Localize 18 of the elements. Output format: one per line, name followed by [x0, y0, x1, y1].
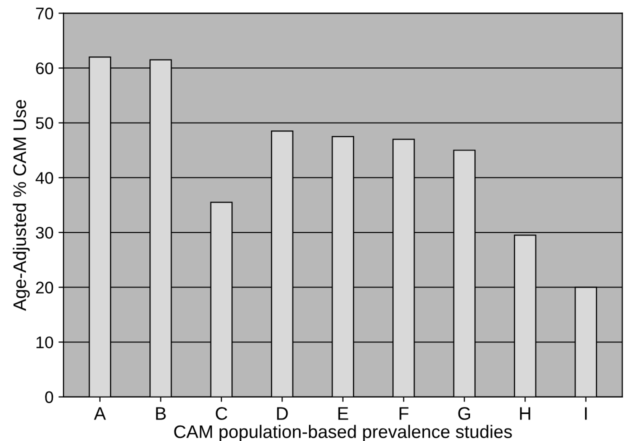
x-tick-label: B — [156, 407, 166, 420]
x-tick-label: C — [216, 407, 228, 420]
y-tick-label: 50 — [36, 117, 54, 130]
x-tick-label: A — [94, 407, 106, 420]
x-tick-label: I — [585, 407, 587, 420]
x-tick-label: G — [458, 407, 470, 420]
y-tick-label: 70 — [36, 8, 54, 20]
y-tick-label: 0 — [45, 391, 54, 404]
y-tick-label: 10 — [36, 336, 54, 348]
y-tick-label: 30 — [36, 226, 54, 239]
x-tick-label: F — [400, 407, 408, 420]
y-tick-label: 40 — [36, 172, 54, 184]
x-tick-label: E — [338, 407, 348, 420]
x-tick-label: D — [277, 407, 288, 420]
x-tick-label: H — [520, 407, 530, 420]
y-axis-title: Age-Adjusted % CAM Use — [12, 100, 30, 311]
y-tick-label: 60 — [36, 62, 54, 74]
y-tick-label: 20 — [36, 282, 54, 294]
